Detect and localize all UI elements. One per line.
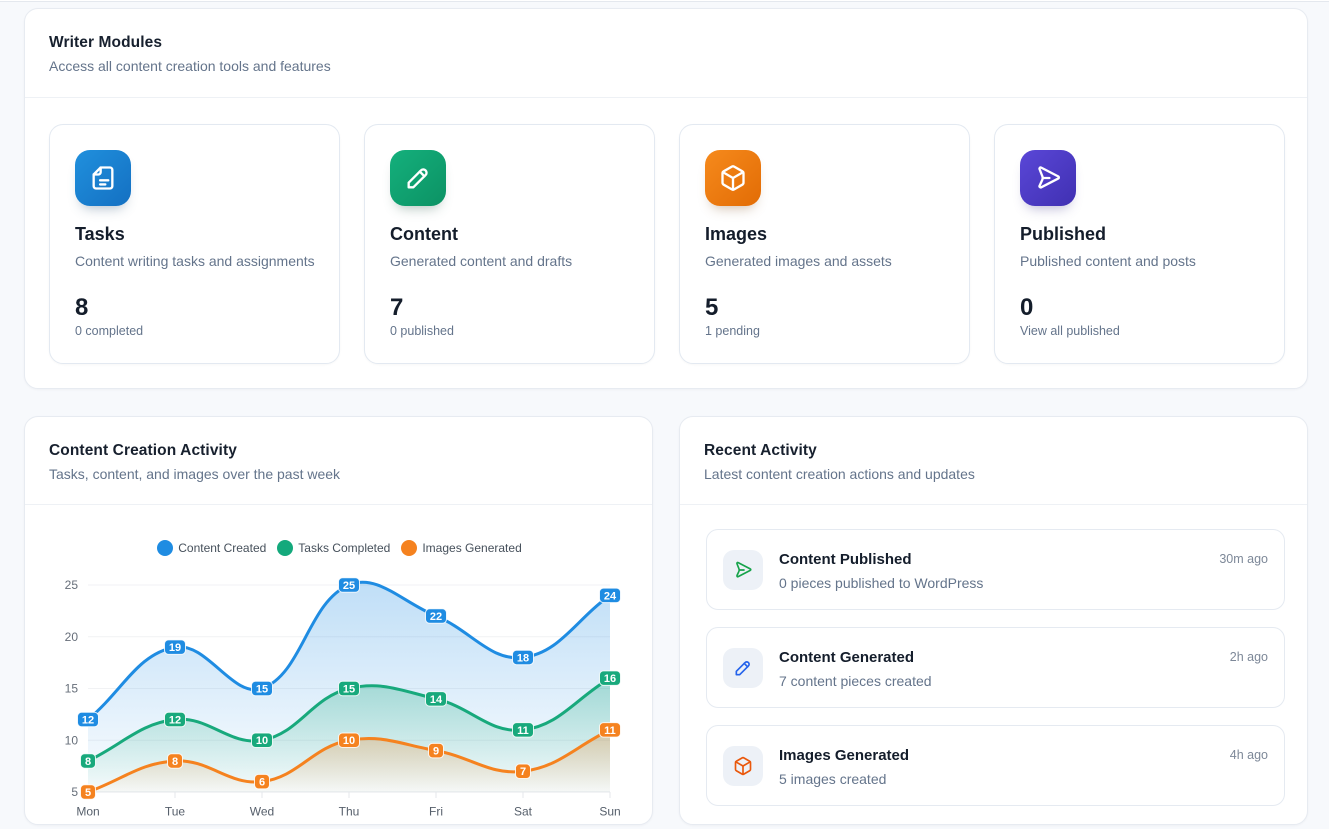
- svg-text:Sat: Sat: [514, 805, 533, 819]
- svg-text:25: 25: [65, 578, 79, 592]
- svg-text:11: 11: [604, 725, 616, 737]
- svg-text:25: 25: [343, 580, 355, 592]
- svg-text:19: 19: [169, 642, 181, 654]
- svg-text:Fri: Fri: [429, 805, 443, 819]
- svg-text:5: 5: [71, 785, 78, 799]
- svg-text:22: 22: [430, 611, 442, 623]
- svg-text:Thu: Thu: [339, 805, 360, 819]
- svg-text:14: 14: [430, 694, 443, 706]
- svg-text:24: 24: [604, 590, 617, 602]
- svg-text:Tue: Tue: [165, 805, 186, 819]
- svg-text:Sun: Sun: [599, 805, 620, 819]
- svg-text:15: 15: [256, 683, 268, 695]
- svg-text:10: 10: [65, 733, 79, 747]
- svg-text:12: 12: [169, 714, 181, 726]
- svg-text:10: 10: [343, 735, 355, 747]
- svg-text:20: 20: [65, 630, 79, 644]
- svg-text:18: 18: [517, 652, 529, 664]
- svg-text:16: 16: [604, 673, 616, 685]
- svg-text:5: 5: [85, 787, 91, 799]
- svg-text:15: 15: [65, 682, 79, 696]
- svg-text:15: 15: [343, 683, 355, 695]
- svg-text:12: 12: [82, 714, 94, 726]
- svg-text:6: 6: [259, 777, 265, 789]
- svg-text:8: 8: [172, 756, 178, 768]
- svg-text:Mon: Mon: [76, 805, 99, 819]
- svg-text:7: 7: [520, 766, 526, 778]
- svg-text:10: 10: [256, 735, 268, 747]
- svg-text:8: 8: [85, 756, 91, 768]
- svg-text:11: 11: [517, 725, 529, 737]
- svg-text:Wed: Wed: [250, 805, 274, 819]
- svg-text:9: 9: [433, 746, 439, 758]
